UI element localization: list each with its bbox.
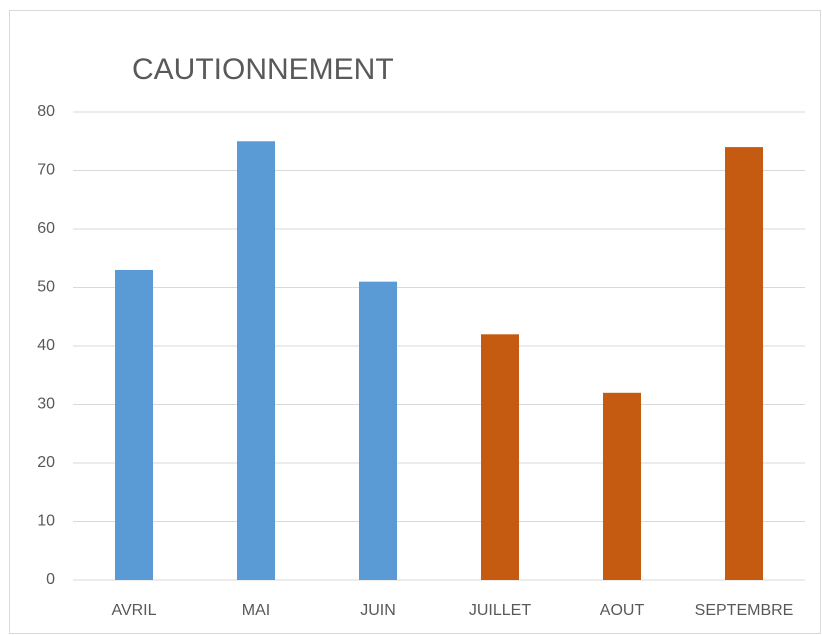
bar — [115, 269, 153, 580]
y-tick-label: 10 — [37, 513, 55, 530]
chart-title: CAUTIONNEMENT — [132, 53, 394, 86]
x-tick-label: AVRIL — [111, 602, 156, 619]
bar — [359, 281, 397, 580]
x-tick-label: SEPTEMBRE — [695, 602, 794, 619]
bar — [725, 147, 763, 580]
y-tick-label: 70 — [37, 162, 55, 179]
y-tick-label: 0 — [46, 571, 55, 588]
x-tick-label: JUILLET — [469, 602, 531, 619]
x-tick-label: MAI — [242, 602, 270, 619]
y-tick-label: 80 — [37, 103, 55, 120]
x-tick-label: AOUT — [600, 602, 645, 619]
bar — [237, 141, 275, 580]
y-tick-label: 30 — [37, 396, 55, 413]
y-tick-label: 50 — [37, 279, 55, 296]
y-tick-label: 40 — [37, 337, 55, 354]
bar — [603, 392, 641, 580]
x-tick-label: JUIN — [360, 602, 396, 619]
y-tick-label: 20 — [37, 454, 55, 471]
y-tick-label: 60 — [37, 220, 55, 237]
bar — [481, 334, 519, 580]
